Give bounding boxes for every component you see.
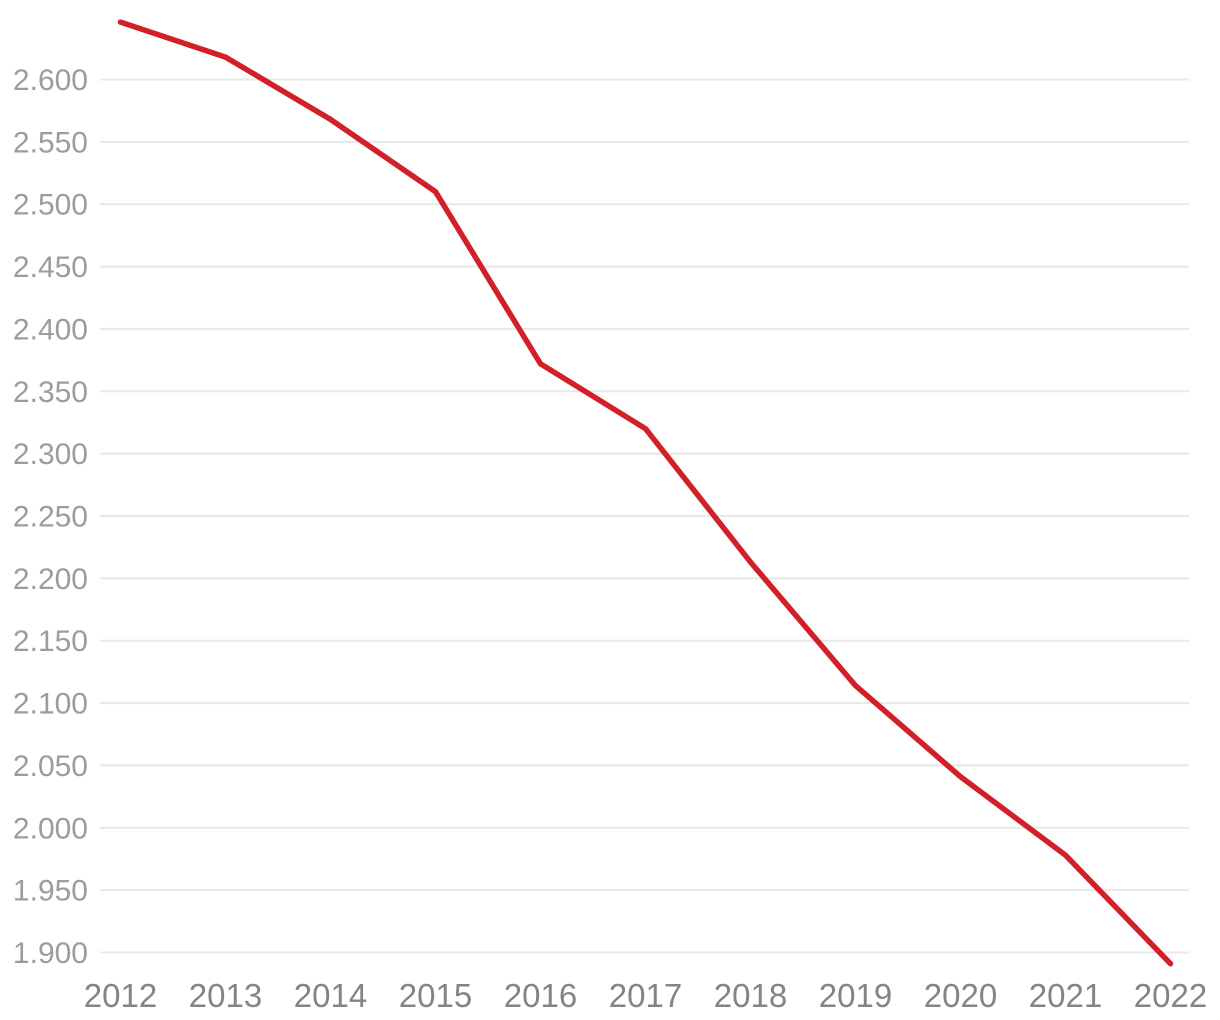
x-axis-tick-label: 2017 xyxy=(609,977,682,1014)
x-axis-labels-group: 2012 2013 2014 2015 2016 2017 2018 2019 2020 2021… xyxy=(84,977,1207,1014)
x-axis-tick-label: 2012 xyxy=(84,977,157,1014)
y-axis-tick-label: 2.400 xyxy=(13,313,88,346)
y-axis-tick-label: 2.550 xyxy=(13,126,88,159)
y-axis-tick-label: 2.100 xyxy=(13,688,88,721)
data-line-series xyxy=(117,19,1174,967)
y-axis-tick-label: 2.600 xyxy=(13,64,88,97)
y-axis-tick-label: 1.900 xyxy=(13,937,88,970)
x-axis-tick-label: 2021 xyxy=(1029,977,1102,1014)
x-axis-tick-label: 2020 xyxy=(924,977,997,1014)
x-axis-tick-label: 2018 xyxy=(714,977,787,1014)
y-axis-tick-label: 2.450 xyxy=(13,251,88,284)
y-axis-tick-label: 2.150 xyxy=(13,625,88,658)
y-axis-tick-label: 2.300 xyxy=(13,438,88,471)
x-axis-tick-label: 2014 xyxy=(294,977,367,1014)
x-axis-tick-label: 2022 xyxy=(1134,977,1207,1014)
x-axis-tick-label: 2015 xyxy=(399,977,472,1014)
x-axis-tick-label: 2019 xyxy=(819,977,892,1014)
y-axis-tick-label: 2.350 xyxy=(13,376,88,409)
x-axis-tick-label: 2013 xyxy=(189,977,262,1014)
y-axis-labels-group: 1.900 1.950 2.000 2.050 2.100 2.150 2.200 2.250… xyxy=(13,64,88,970)
y-axis-tick-label: 2.500 xyxy=(13,189,88,222)
y-axis-tick-label: 2.050 xyxy=(13,750,88,783)
y-axis-tick-label: 2.000 xyxy=(13,812,88,845)
x-axis-tick-label: 2016 xyxy=(504,977,577,1014)
y-axis-tick-label: 2.250 xyxy=(13,501,88,534)
y-axis-tick-label: 1.950 xyxy=(13,875,88,908)
y-axis-tick-label: 2.200 xyxy=(13,563,88,596)
gridlines-group xyxy=(100,78,1189,954)
